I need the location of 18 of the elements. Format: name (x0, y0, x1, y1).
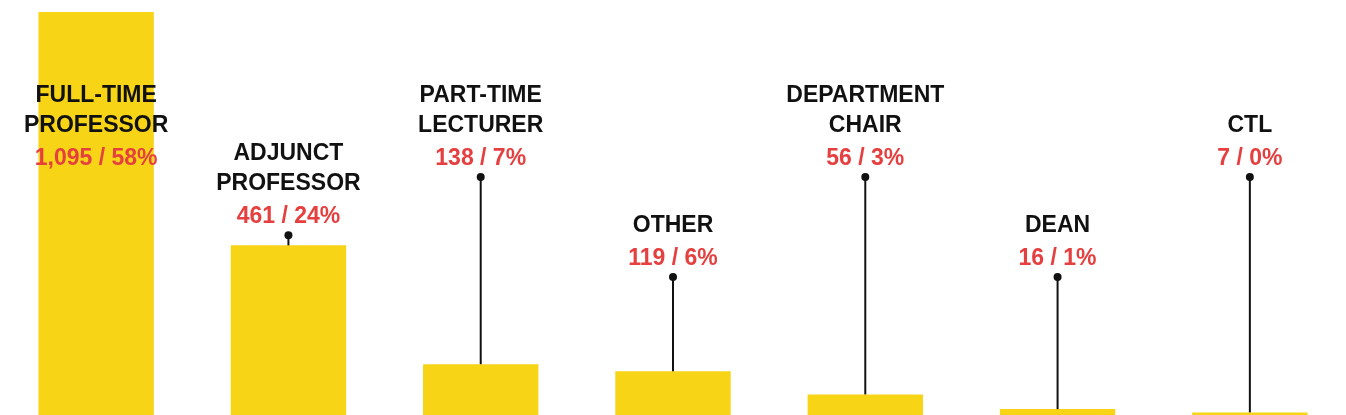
data-label: 56 / 3% (826, 144, 905, 170)
data-label: 138 / 7% (435, 144, 527, 170)
bar (807, 394, 923, 415)
x-tick-label: DEPARTMENT CHAIR (786, 81, 945, 137)
bar (423, 364, 539, 415)
data-label: 119 / 6% (628, 244, 718, 270)
x-tick-label: PART-TIME LECTURER (418, 81, 544, 137)
x-tick-label: CTL (1227, 111, 1273, 137)
data-label: 461 / 24% (236, 202, 341, 229)
bar (615, 371, 731, 415)
bar (999, 409, 1116, 415)
x-tick-label: DEAN (1024, 211, 1091, 237)
data-label: 16 / 1% (1018, 244, 1097, 270)
x-tick-label: OTHER (632, 211, 714, 237)
data-label: 7 / 0% (1217, 144, 1283, 170)
bar (1192, 412, 1308, 415)
bar (230, 245, 347, 415)
x-tick-label: ADJUNCT PROFESSOR (216, 139, 362, 196)
